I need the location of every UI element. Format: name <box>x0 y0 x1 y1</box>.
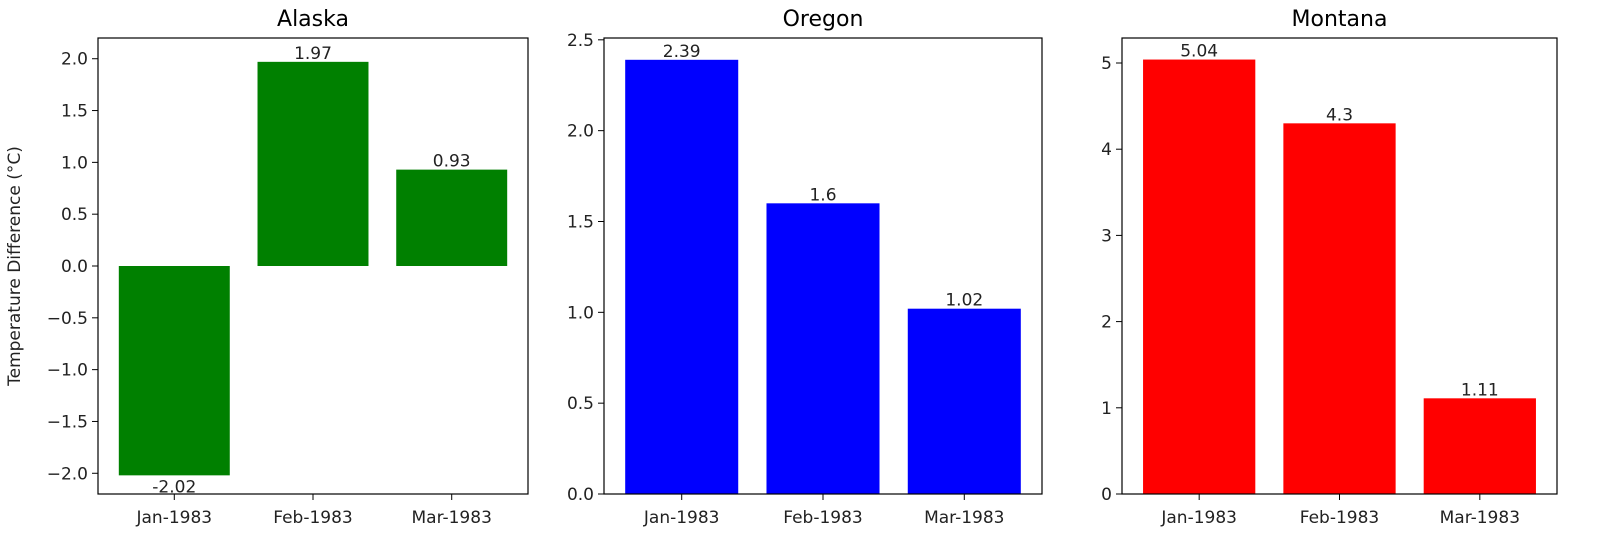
alaska-value-label-0: -2.02 <box>152 477 196 497</box>
alaska-bar-1 <box>257 61 369 266</box>
montana-bar-1 <box>1283 123 1396 494</box>
oregon-ytick-label-2: 1.0 <box>567 303 594 323</box>
alaska-chart-title: Alaska <box>277 7 349 32</box>
oregon-xtick-label-1: Feb-1983 <box>783 508 863 528</box>
montana-ytick-label-3: 3 <box>1101 226 1112 246</box>
alaska-value-label-2: 0.93 <box>433 152 471 172</box>
montana-ytick-label-2: 2 <box>1101 313 1112 333</box>
montana-panel: 5.04 4.3 1.11 0 1 2 3 4 5 Jan-1983 Feb-1983 Mar-198… <box>1101 7 1558 528</box>
montana-value-label-0: 5.04 <box>1180 42 1218 62</box>
oregon-bar-2 <box>907 308 1021 494</box>
oregon-ytick-label-1: 0.5 <box>567 394 594 414</box>
alaska-ytick-label-0: −2.0 <box>47 464 88 484</box>
montana-xtick-label-1: Feb-1983 <box>1300 508 1380 528</box>
alaska-ytick-label-6: 1.0 <box>61 153 88 173</box>
oregon-ytick-label-5: 2.5 <box>567 31 594 51</box>
montana-xtick-label-0: Jan-1983 <box>1160 508 1237 528</box>
alaska-value-label-1: 1.97 <box>294 44 332 64</box>
alaska-ytick-label-1: −1.5 <box>47 412 88 432</box>
alaska-ytick-label-2: −1.0 <box>47 361 88 381</box>
oregon-ytick-label-4: 2.0 <box>567 122 594 142</box>
alaska-y-axis-label: Temperature Difference (°C) <box>5 146 25 387</box>
alaska-ytick-label-5: 0.5 <box>61 205 88 225</box>
montana-xtick-label-2: Mar-1983 <box>1440 508 1520 528</box>
oregon-value-label-1: 1.6 <box>809 185 836 205</box>
oregon-value-label-2: 1.02 <box>945 291 983 311</box>
alaska-ytick-label-3: −0.5 <box>47 309 88 329</box>
montana-bar-2 <box>1423 398 1536 494</box>
montana-ytick-label-4: 4 <box>1101 140 1112 160</box>
montana-value-label-2: 1.11 <box>1461 380 1499 400</box>
oregon-bar-1 <box>766 203 880 495</box>
alaska-ytick-label-7: 1.5 <box>61 102 88 122</box>
alaska-xtick-label-2: Mar-1983 <box>412 508 492 528</box>
oregon-ytick-label-0: 0.0 <box>567 485 594 505</box>
alaska-xtick-label-1: Feb-1983 <box>273 508 353 528</box>
alaska-bar-0 <box>118 266 230 476</box>
oregon-chart-title: Oregon <box>783 7 864 32</box>
alaska-ytick-label-4: 0.0 <box>61 257 88 277</box>
alaska-panel: -2.02 1.97 0.93 −2.0 −1.5 −1.0 −0.5 0.0 0.5 1.0 1.… <box>5 7 529 528</box>
alaska-ytick-label-8: 2.0 <box>61 50 88 70</box>
montana-value-label-1: 4.3 <box>1326 105 1353 125</box>
montana-chart-title: Montana <box>1292 7 1388 32</box>
montana-ytick-label-5: 5 <box>1101 54 1112 74</box>
oregon-ytick-label-3: 1.5 <box>567 212 594 232</box>
oregon-xtick-label-0: Jan-1983 <box>643 508 720 528</box>
oregon-value-label-0: 2.39 <box>663 42 701 62</box>
montana-ytick-label-0: 0 <box>1101 485 1112 505</box>
alaska-xtick-label-0: Jan-1983 <box>135 508 212 528</box>
oregon-panel: 2.39 1.6 1.02 0.0 0.5 1.0 1.5 2.0 2.5 Jan-1983 Feb… <box>567 7 1043 528</box>
alaska-bar-2 <box>396 169 508 266</box>
montana-ytick-label-1: 1 <box>1101 399 1112 419</box>
oregon-xtick-label-2: Mar-1983 <box>924 508 1004 528</box>
oregon-bar-0 <box>625 59 739 495</box>
montana-bar-0 <box>1143 59 1256 494</box>
